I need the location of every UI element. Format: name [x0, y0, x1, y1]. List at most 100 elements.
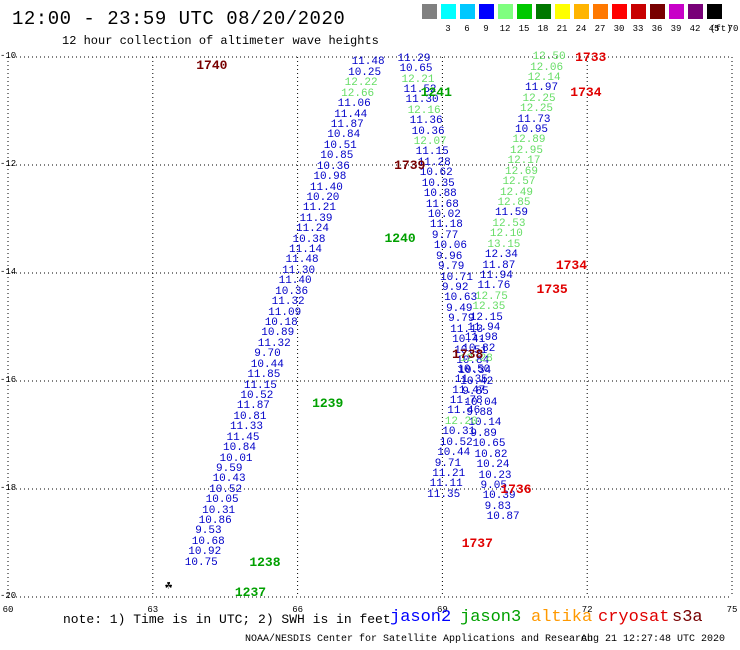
latitude-label: -20 — [0, 591, 17, 601]
wave-height-value: 12.69 — [504, 165, 538, 178]
satellite-key-altika: altika — [531, 608, 593, 627]
wave-height-value: 11.18 — [429, 219, 463, 232]
wave-height-value: 12.10 — [489, 228, 523, 241]
legend-label: 12 — [499, 24, 511, 34]
wave-height-value: 11.87 — [482, 259, 516, 272]
legend-swatch — [707, 4, 722, 19]
wave-height-value: 10.44 — [437, 447, 471, 460]
legend-label: 24 — [575, 24, 587, 34]
wave-height-value: 10.65 — [399, 63, 433, 76]
pass-time-label: 1239 — [312, 395, 344, 411]
satellite-key-jason3: jason3 — [460, 608, 522, 627]
wave-height-value: 10.85 — [320, 150, 354, 163]
wave-height-value: 12.57 — [502, 176, 536, 189]
wave-height-value: 10.88 — [423, 188, 457, 201]
map-title: 12:00 - 23:59 UTC 08/20/2020 — [12, 8, 346, 30]
wave-height-value: 11.36 — [409, 115, 443, 128]
wave-height-value: 9.79 — [448, 313, 475, 326]
wave-height-value: 11.85 — [247, 369, 281, 382]
wave-height-value: 9.88 — [466, 407, 493, 420]
wave-height-value: 12.35 — [472, 301, 506, 314]
pass-time-label: 1736 — [500, 482, 532, 497]
latitude-label: -10 — [0, 51, 17, 61]
wave-height-value: 11.15 — [415, 146, 449, 159]
units-note: note: 1) Time is in UTC; 2) SWH is in fe… — [63, 612, 391, 627]
wave-height-value: 10.31 — [442, 426, 476, 439]
wave-height-value: 10.23 — [478, 469, 512, 482]
longitude-label: 72 — [581, 605, 593, 615]
wave-height-value: 10.38 — [292, 233, 326, 246]
wave-height-value: 9.59 — [216, 462, 243, 475]
wave-height-value: 12.34 — [484, 249, 518, 262]
wave-height-value: 11.30 — [282, 264, 316, 277]
wave-height-value: 10.44 — [250, 358, 284, 371]
wave-height-value: 10.51 — [323, 139, 357, 152]
wave-height-value: 10.95 — [515, 124, 549, 137]
legend-swatch — [555, 4, 570, 19]
pass-time-label: 1240 — [384, 230, 416, 246]
wave-height-value: 12.22 — [344, 77, 378, 90]
wave-height-value: 10.25 — [348, 66, 382, 79]
pass-time-label: 1237 — [234, 584, 267, 600]
legend-unit: (ft) — [710, 24, 732, 34]
wave-height-value: 11.78 — [449, 395, 483, 407]
wave-height-value: 11.29 — [397, 52, 431, 65]
wave-height-value: 10.14 — [468, 417, 502, 430]
wave-height-value: 10.34 — [458, 365, 492, 378]
wave-height-value: 11.87 — [330, 119, 364, 131]
legend-swatch — [593, 4, 608, 19]
wave-height-value: 11.33 — [229, 421, 263, 434]
wave-height-value: 12.75 — [474, 290, 508, 303]
wave-height-value: 11.32 — [257, 337, 291, 350]
wave-height-value: 10.65 — [472, 438, 506, 451]
legend-label: 36 — [651, 24, 663, 34]
wave-height-value: 10.89 — [261, 327, 295, 340]
wave-height-value: 11.32 — [271, 296, 305, 309]
wave-height-value: 9.89 — [470, 427, 497, 440]
wave-height-value: 12.15 — [469, 311, 503, 324]
wave-height-value: 10.36 — [411, 125, 445, 138]
wave-height-value: 12.21 — [401, 73, 435, 86]
wave-height-value: 11.40 — [278, 275, 312, 288]
generated-timestamp: Aug 21 12:27:48 UTC 2020 — [581, 634, 726, 645]
wave-height-value: 9.71 — [434, 457, 462, 470]
wave-height-value: 10.71 — [440, 271, 474, 284]
legend-swatch — [688, 4, 703, 19]
wave-height-value: 10.52 — [439, 436, 473, 449]
pass-time-label: 1739 — [394, 158, 426, 173]
map-gridlines — [7, 56, 733, 598]
wave-height-value: 10.05 — [205, 494, 239, 507]
wave-height-value: 10.50 — [457, 363, 491, 376]
wave-height-value: 12.95 — [509, 144, 543, 157]
wave-height-value: 12.89 — [512, 134, 546, 147]
wave-height-value: 11.13 — [450, 323, 484, 336]
longitude-label: 75 — [726, 605, 738, 615]
wave-height-value: 11.48 — [351, 56, 385, 69]
legend-swatch — [650, 4, 665, 19]
wave-height-value: 11.30 — [405, 94, 439, 107]
wave-height-value: 10.35 — [421, 177, 455, 190]
wave-height-value: 11.47 — [452, 384, 486, 397]
pass-time-label: 1738 — [452, 347, 484, 362]
wave-height-value: 11.40 — [309, 181, 343, 194]
latitude-label: -12 — [0, 159, 17, 169]
longitude-label: 63 — [147, 605, 159, 615]
wave-height-value: 12.49 — [499, 186, 533, 199]
wave-height-value: 9.96 — [435, 250, 463, 263]
wave-height-value: 10.43 — [212, 473, 246, 486]
pass-time-label: 1241 — [420, 85, 452, 101]
wave-height-value: 10.68 — [191, 535, 225, 548]
wave-height-value: 12.07 — [413, 136, 447, 149]
legend-label: 9 — [483, 24, 489, 34]
legend-swatch — [479, 4, 494, 19]
wave-height-value: 11.06 — [337, 98, 371, 111]
wave-height-value: 10.98 — [313, 171, 347, 184]
wave-height-value: 12.66 — [341, 87, 375, 100]
legend-label: 27 — [594, 24, 606, 34]
wave-height-value: 12.14 — [527, 71, 561, 84]
wave-height-value: 10.87 — [486, 511, 520, 524]
legend-swatch — [460, 4, 475, 19]
wave-height-value: 10.51 — [454, 344, 488, 357]
wave-height-value: 10.06 — [433, 240, 467, 253]
